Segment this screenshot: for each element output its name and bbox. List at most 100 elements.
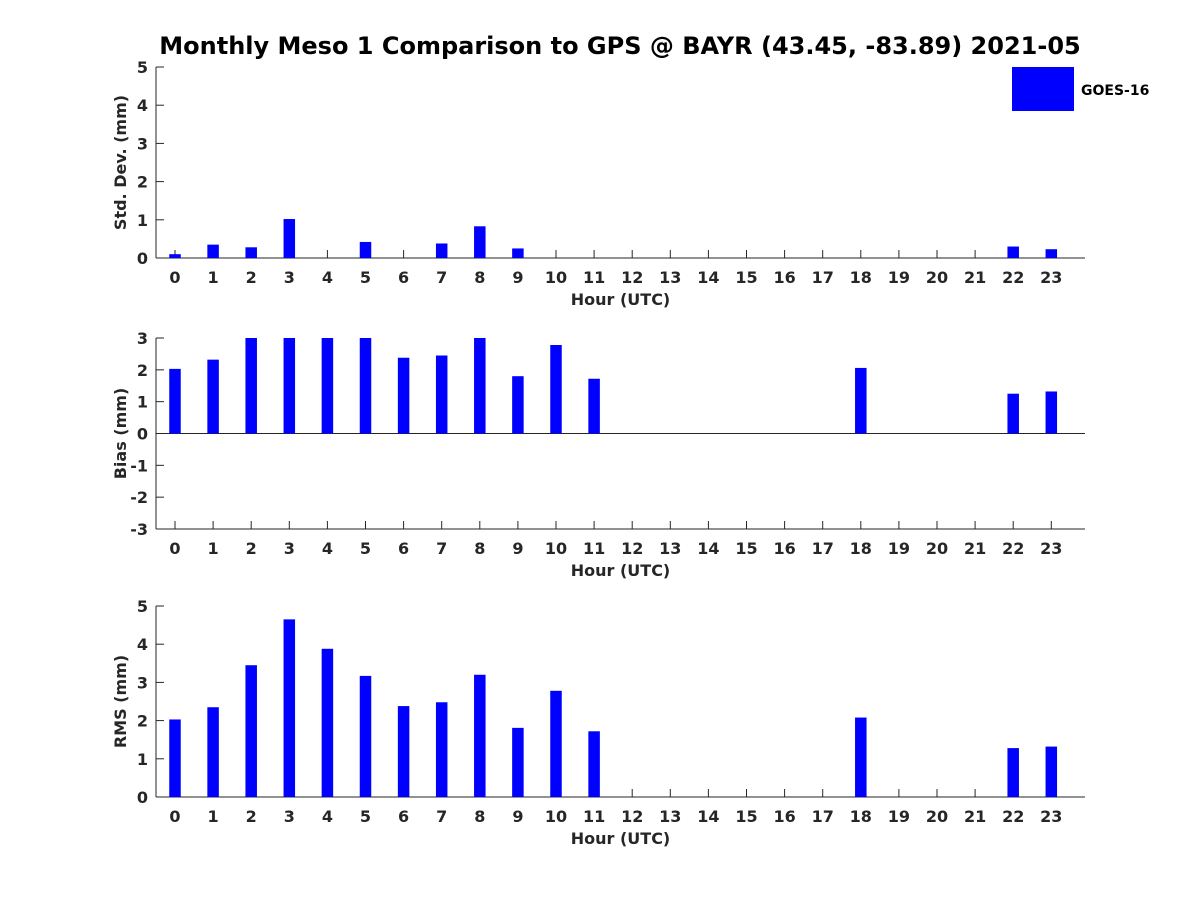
y-tick-label: 3	[137, 134, 148, 153]
x-tick-label: 7	[436, 807, 447, 826]
x-tick-label: 3	[284, 807, 295, 826]
y-tick-label: 3	[137, 329, 148, 348]
y-axis-label: Bias (mm)	[111, 388, 130, 480]
x-tick-label: 1	[208, 539, 219, 558]
x-tick-label: 0	[169, 807, 180, 826]
bar-hour-18	[855, 717, 867, 797]
x-tick-label: 6	[398, 268, 409, 287]
legend-label-goes16: GOES-16	[1081, 83, 1149, 99]
x-tick-label: 16	[773, 539, 795, 558]
bar-hour-10	[550, 690, 562, 797]
bar-hour-9	[512, 727, 524, 797]
bar-hour-22	[1007, 393, 1019, 434]
bar-hour-11	[588, 731, 600, 797]
x-tick-label: 13	[659, 807, 681, 826]
y-tick-label: -3	[130, 520, 148, 539]
x-tick-label: 17	[812, 807, 834, 826]
x-axis-label: Hour (UTC)	[571, 290, 671, 309]
x-tick-label: 6	[398, 539, 409, 558]
chart-title: Monthly Meso 1 Comparison to GPS @ BAYR …	[159, 32, 1080, 60]
y-tick-label: 1	[137, 393, 148, 412]
y-axis-label: Std. Dev. (mm)	[111, 95, 130, 230]
bar-hour-5	[359, 241, 372, 258]
bar-hour-23	[1045, 249, 1058, 258]
x-tick-label: 18	[850, 268, 872, 287]
bar-hour-8	[474, 226, 486, 258]
legend-swatch-goes16	[1012, 67, 1074, 111]
y-tick-label: 2	[137, 361, 148, 380]
y-tick-label: 5	[137, 58, 148, 77]
x-tick-label: 18	[850, 539, 872, 558]
x-tick-label: 23	[1040, 539, 1062, 558]
x-tick-label: 21	[964, 807, 986, 826]
bar-hour-9	[512, 248, 524, 258]
x-tick-label: 9	[512, 807, 523, 826]
x-tick-label: 15	[735, 539, 757, 558]
x-tick-label: 11	[583, 539, 605, 558]
x-tick-label: 19	[888, 807, 910, 826]
y-tick-label: 0	[137, 788, 148, 807]
x-axis-label: Hour (UTC)	[571, 561, 671, 580]
bar-hour-6	[397, 706, 410, 797]
bar-hour-4	[321, 648, 334, 797]
x-tick-label: 20	[926, 268, 948, 287]
bar-hour-1	[207, 244, 219, 258]
bar-hour-6	[397, 357, 410, 434]
bar-hour-5	[359, 675, 372, 797]
bar-hour-23	[1045, 746, 1058, 797]
bar-hour-9	[512, 376, 524, 434]
x-tick-label: 0	[169, 268, 180, 287]
bar-hour-0	[169, 719, 181, 797]
x-tick-label: 6	[398, 807, 409, 826]
x-tick-label: 15	[735, 807, 757, 826]
bar-hour-22	[1007, 246, 1019, 258]
bar-hour-1	[207, 359, 219, 434]
x-tick-label: 2	[246, 268, 257, 287]
x-tick-label: 2	[246, 807, 257, 826]
x-tick-label: 13	[659, 539, 681, 558]
y-tick-label: 0	[137, 249, 148, 268]
bar-hour-8	[474, 674, 486, 797]
bar-hour-11	[588, 378, 600, 434]
bar-hour-2	[245, 247, 257, 258]
bar-hour-2	[245, 665, 257, 797]
x-tick-label: 18	[850, 807, 872, 826]
bar-hour-0	[169, 368, 181, 434]
legend: GOES-16	[1012, 67, 1149, 111]
bar-hour-3	[283, 619, 296, 797]
x-tick-label: 21	[964, 539, 986, 558]
x-tick-label: 20	[926, 539, 948, 558]
x-tick-label: 22	[1002, 539, 1024, 558]
bar-hour-5	[359, 338, 372, 434]
y-tick-label: 1	[137, 211, 148, 230]
x-tick-label: 13	[659, 268, 681, 287]
bar-hour-4	[321, 338, 334, 434]
x-tick-label: 14	[697, 539, 719, 558]
x-tick-label: 20	[926, 807, 948, 826]
bar-hour-7	[435, 702, 448, 797]
bar-hour-0	[169, 254, 181, 258]
y-tick-label: 4	[137, 96, 148, 115]
x-tick-label: 16	[773, 807, 795, 826]
y-tick-label: 2	[137, 173, 148, 192]
y-tick-label: 1	[137, 750, 148, 769]
x-tick-label: 2	[246, 539, 257, 558]
y-tick-label: 2	[137, 712, 148, 731]
x-tick-label: 14	[697, 268, 719, 287]
bar-hour-22	[1007, 748, 1019, 797]
x-tick-label: 8	[474, 539, 485, 558]
x-tick-label: 3	[284, 268, 295, 287]
x-tick-label: 17	[812, 539, 834, 558]
x-tick-label: 12	[621, 539, 643, 558]
bar-hour-23	[1045, 391, 1058, 434]
x-tick-label: 9	[512, 268, 523, 287]
bar-hour-2	[245, 338, 257, 434]
bar-hour-1	[207, 707, 219, 797]
bar-hour-3	[283, 219, 296, 258]
x-tick-label: 10	[545, 807, 567, 826]
x-tick-label: 11	[583, 807, 605, 826]
x-tick-label: 17	[812, 268, 834, 287]
x-tick-label: 7	[436, 268, 447, 287]
